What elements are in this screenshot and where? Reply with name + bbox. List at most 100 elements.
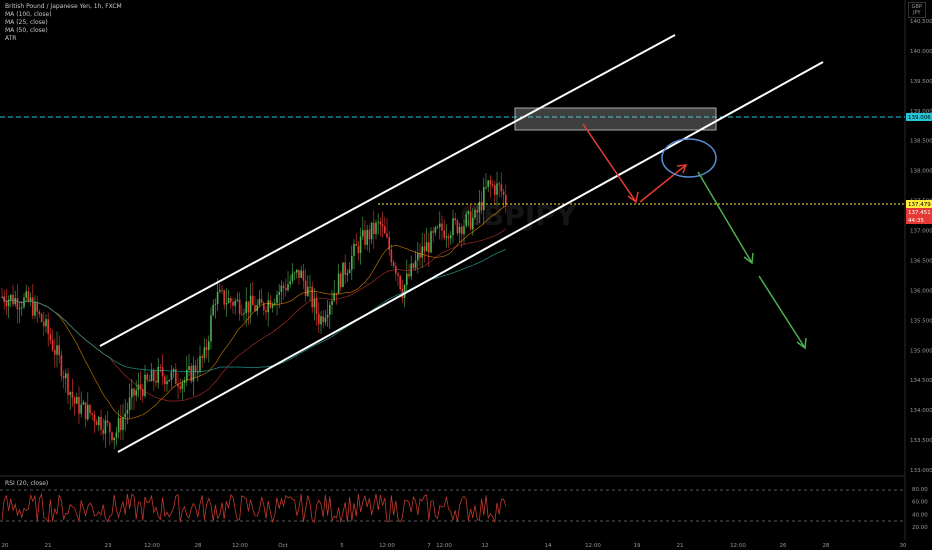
candle-body <box>56 345 58 355</box>
price-axis-label: 139.000 <box>910 109 932 115</box>
candle-body <box>340 273 342 288</box>
candle-body <box>458 226 461 234</box>
candle-body <box>247 301 250 313</box>
candle-body <box>113 437 115 441</box>
candle-body <box>362 230 364 237</box>
candle-body <box>366 229 368 245</box>
candle-body <box>36 302 38 312</box>
candle-body <box>386 233 388 238</box>
candle-body <box>10 294 12 300</box>
candle-body <box>408 273 410 277</box>
candle-body <box>278 291 280 295</box>
candle-body <box>392 262 395 267</box>
candle-body <box>194 365 197 373</box>
candle-body <box>465 214 467 226</box>
svg-text:44:35: 44:35 <box>908 218 924 224</box>
green-projection-arrows[interactable] <box>697 171 807 350</box>
price-axis-label: 133.000 <box>910 468 932 474</box>
candle-body <box>38 311 41 315</box>
symbol-badge: GBP JPY <box>907 2 926 18</box>
candle-body <box>205 347 208 351</box>
candle-body <box>384 226 386 234</box>
candle-body <box>84 402 87 420</box>
candle-body <box>201 356 203 358</box>
candle-body <box>379 221 382 225</box>
candle-body <box>443 230 445 238</box>
resistance-zone[interactable] <box>514 107 717 131</box>
price-axis-label: 140.000 <box>910 49 932 55</box>
candle-body <box>69 391 71 395</box>
candle-body <box>417 252 419 261</box>
candle-body <box>421 246 423 258</box>
target-ellipse[interactable] <box>661 138 717 178</box>
candle-body <box>249 295 252 313</box>
candle-body <box>45 319 47 327</box>
candle-body <box>175 369 177 384</box>
candle-body <box>192 365 195 382</box>
rsi-line <box>1 492 507 524</box>
candle-body <box>128 397 131 410</box>
legend-symbol[interactable]: British Pound / Japanese Yen, 1h, FXCM <box>5 3 122 10</box>
channel-upper-line[interactable] <box>99 34 676 347</box>
time-axis-label: 28 <box>195 543 202 549</box>
candle-body <box>117 418 120 433</box>
candle-body <box>51 340 54 351</box>
candle-body <box>423 246 426 252</box>
candle-body <box>474 209 476 218</box>
candle-body <box>43 321 45 327</box>
candle-body <box>135 390 137 396</box>
candle-body <box>397 273 399 276</box>
legend-indicator-ma25[interactable]: MA (25, close) <box>5 19 48 26</box>
rsi-axis-label: 20.00 <box>912 525 928 531</box>
price-axis-label: 140.500 <box>910 19 932 25</box>
candle-body <box>414 260 417 268</box>
candle-body <box>359 236 362 254</box>
candle-body <box>276 294 278 304</box>
rsi-legend[interactable]: RSI (20, close) <box>5 480 49 487</box>
legend-indicator-ma100[interactable]: MA (100, close) <box>5 11 52 18</box>
candle-body <box>190 366 192 382</box>
time-axis-label: 21 <box>677 543 684 549</box>
price-axis[interactable]: 140.500 140.000 139.500 139.000 138.500 138.0… <box>910 19 932 474</box>
candle-body <box>238 299 241 314</box>
candle-body <box>265 310 267 313</box>
candle-body <box>144 374 146 396</box>
candle-body <box>227 298 230 304</box>
candle-body <box>491 184 494 186</box>
candle-body <box>243 313 245 315</box>
channel-lower-line[interactable] <box>117 61 824 453</box>
symbol-badge-line1: GBP <box>911 4 922 10</box>
candle-body <box>430 231 432 253</box>
time-axis[interactable]: 20 21 23 12:00 28 12:00 Oct 5 12:00 7 12:00 12 14 12:… <box>2 543 907 549</box>
candle-body <box>256 304 258 312</box>
legend-indicator-atr[interactable]: ATR <box>5 35 17 42</box>
time-axis-label: 30 <box>900 543 907 549</box>
price-tag: 44:35 <box>906 216 932 224</box>
candle-body <box>60 355 63 377</box>
candle-body <box>142 389 144 396</box>
candle-body <box>450 235 452 239</box>
time-axis-label: 7 <box>427 543 431 549</box>
candle-body <box>478 201 481 213</box>
candle-body <box>40 314 43 322</box>
candle-body <box>344 262 346 275</box>
candle-body <box>469 211 472 230</box>
candle-body <box>254 305 256 312</box>
candle-body <box>375 222 377 234</box>
time-axis-label: 21 <box>45 543 52 549</box>
candle-body <box>245 301 247 314</box>
candle-body <box>124 413 126 418</box>
chart-legend: British Pound / Japanese Yen, 1h, FXCM M… <box>5 3 122 43</box>
candle-body <box>80 404 82 414</box>
candle-body <box>428 242 430 253</box>
candle-body <box>25 291 27 298</box>
candle-body <box>106 420 109 423</box>
candle-body <box>373 222 375 234</box>
candle-body <box>318 313 320 325</box>
candle-body <box>236 299 239 301</box>
candle-body <box>329 305 331 315</box>
red-projection-arrows[interactable] <box>582 123 688 204</box>
candle-body <box>252 295 254 306</box>
legend-indicator-ma50[interactable]: MA (50, close) <box>5 27 48 34</box>
